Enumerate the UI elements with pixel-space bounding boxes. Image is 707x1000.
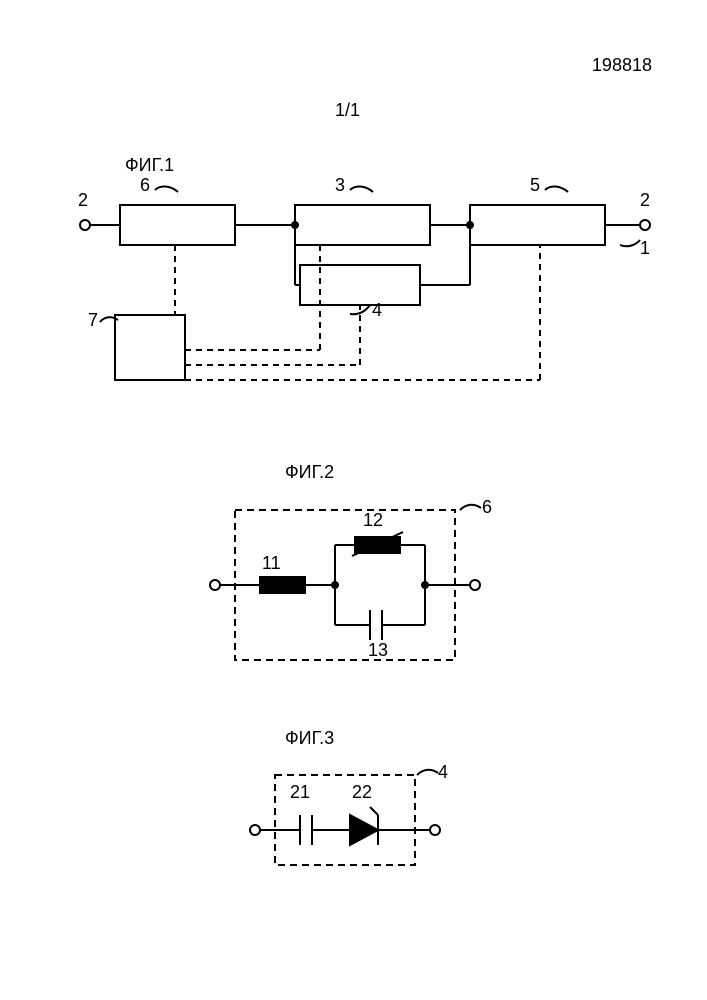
fig1-label-2-left: 2 (78, 190, 88, 211)
fig1-label-1: 1 (640, 238, 650, 259)
fig1-label-6: 6 (140, 175, 150, 196)
fig2-diagram (0, 490, 707, 690)
fig1-label-7: 7 (88, 310, 98, 331)
fig2-label-12: 12 (363, 510, 383, 531)
fig3-title: ФИГ.3 (285, 728, 334, 749)
fig2-label-11: 11 (262, 553, 281, 574)
page: 198818 1/1 ФИГ.1 (0, 0, 707, 1000)
page-fraction: 1/1 (335, 100, 360, 121)
fig3-label-21: 21 (290, 782, 310, 803)
fig1-diagram (0, 180, 707, 430)
fig2-label-13: 13 (368, 640, 388, 661)
fig3-label-22: 22 (352, 782, 372, 803)
fig1-label-5: 5 (530, 175, 540, 196)
fig3-label-4: 4 (438, 762, 448, 783)
fig1-label-2-right: 2 (640, 190, 650, 211)
fig3-diagram (0, 755, 707, 905)
fig2-title: ФИГ.2 (285, 462, 334, 483)
fig1-label-4: 4 (372, 300, 382, 321)
document-number: 198818 (592, 55, 652, 76)
fig2-label-6: 6 (482, 497, 492, 518)
fig1-label-3: 3 (335, 175, 345, 196)
fig1-title: ФИГ.1 (125, 155, 174, 176)
